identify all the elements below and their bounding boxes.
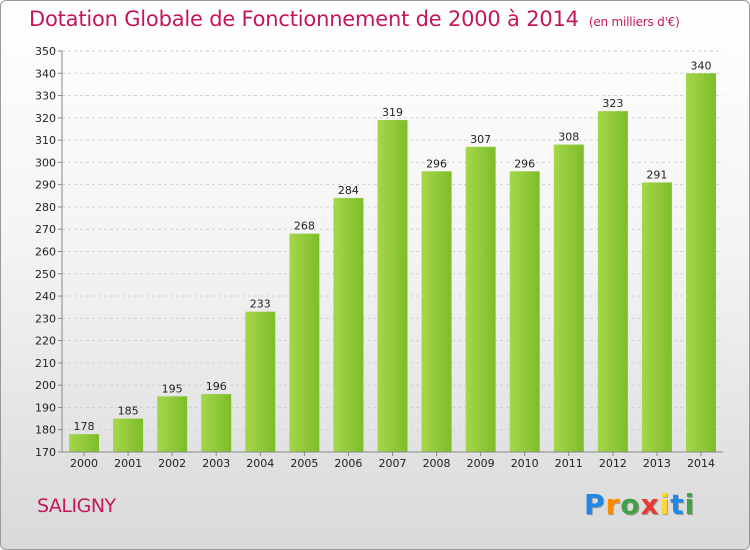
- bar: [553, 144, 584, 453]
- x-tick-label: 2008: [423, 457, 451, 470]
- x-tick-label: 2011: [555, 457, 583, 470]
- bar: [377, 120, 408, 453]
- y-tick-label: 340: [35, 67, 56, 80]
- bar-value-label: 233: [250, 298, 271, 311]
- chart-title: Dotation Globale de Fonctionnement de 20…: [29, 7, 680, 31]
- chart-title-text: Dotation Globale de Fonctionnement de 20…: [29, 7, 579, 31]
- x-tick-label: 2014: [687, 457, 715, 470]
- logo-letter: i: [684, 488, 696, 521]
- bar: [685, 73, 716, 453]
- bar-value-label: 319: [382, 106, 403, 119]
- bar-value-label: 307: [470, 133, 491, 146]
- bar-value-label: 308: [558, 131, 579, 144]
- bar-value-label: 196: [206, 380, 227, 393]
- y-tick-label: 270: [35, 223, 56, 236]
- x-tick-label: 2006: [334, 457, 362, 470]
- bar-value-label: 291: [646, 168, 667, 181]
- bar: [597, 111, 628, 453]
- logo-letter: i: [659, 488, 671, 521]
- bar: [245, 311, 276, 452]
- bar: [509, 171, 540, 453]
- logo-letter: o: [620, 488, 641, 521]
- y-tick-label: 330: [35, 90, 56, 103]
- chart-unit: (en milliers d'€): [588, 15, 680, 29]
- bar: [289, 233, 320, 452]
- bar: [113, 418, 144, 452]
- x-tick-label: 2013: [643, 457, 671, 470]
- y-axis: 170 180 190 200 210 220 230 240 250 260 270 280 290 3…: [35, 45, 63, 459]
- y-tick-label: 290: [35, 179, 56, 192]
- y-tick-label: 250: [35, 268, 56, 281]
- bar-value-label: 268: [294, 220, 315, 233]
- logo-letter: P: [584, 488, 606, 521]
- bar: [157, 396, 188, 452]
- logo-letter: t: [670, 488, 685, 521]
- proxiti-logo[interactable]: Proxiti: [584, 488, 695, 521]
- y-tick-label: 170: [35, 446, 56, 459]
- y-tick-label: 320: [35, 112, 56, 125]
- bars: 178 185 195 196 233 268 284 319 296 307 296 308 323 2…: [69, 59, 716, 453]
- bar: [421, 171, 452, 453]
- x-tick-label: 2004: [246, 457, 274, 470]
- y-tick-label: 300: [35, 156, 56, 169]
- y-tick-label: 310: [35, 134, 56, 147]
- x-tick-label: 2009: [467, 457, 495, 470]
- logo-letter: x: [640, 488, 660, 521]
- y-tick-label: 240: [35, 290, 56, 303]
- y-tick-label: 180: [35, 424, 56, 437]
- x-tick-label: 2001: [114, 457, 142, 470]
- x-tick-label: 2002: [158, 457, 186, 470]
- y-tick-label: 230: [35, 312, 56, 325]
- logo-letter: r: [605, 488, 621, 521]
- bar-value-label: 178: [74, 420, 95, 433]
- y-tick-label: 220: [35, 335, 56, 348]
- bar: [201, 394, 232, 452]
- bar-value-label: 296: [426, 157, 447, 170]
- x-tick-label: 2010: [511, 457, 539, 470]
- commune-name: SALIGNY: [37, 495, 116, 517]
- bar-value-label: 284: [338, 184, 359, 197]
- x-tick-label: 2012: [599, 457, 627, 470]
- bar-value-label: 323: [602, 97, 623, 110]
- bar-value-label: 185: [118, 405, 139, 418]
- x-tick-label: 2007: [379, 457, 407, 470]
- x-tick-label: 2005: [290, 457, 318, 470]
- bar: [69, 434, 100, 452]
- bar: [641, 182, 672, 452]
- x-tick-label: 2003: [202, 457, 230, 470]
- bar-value-label: 296: [514, 157, 535, 170]
- bar-value-label: 340: [690, 59, 711, 72]
- bar-value-label: 195: [162, 382, 183, 395]
- x-tick-label: 2000: [70, 457, 98, 470]
- bar: [465, 146, 496, 453]
- y-tick-label: 190: [35, 401, 56, 414]
- x-axis: 2000 2001 2002 2003 2004 2005 2006 2007 2008 2009…: [62, 451, 723, 470]
- y-tick-label: 260: [35, 246, 56, 259]
- y-tick-label: 210: [35, 357, 56, 370]
- bar: [333, 198, 364, 452]
- y-tick-label: 350: [35, 45, 56, 58]
- y-tick-label: 200: [35, 379, 56, 392]
- y-tick-label: 280: [35, 201, 56, 214]
